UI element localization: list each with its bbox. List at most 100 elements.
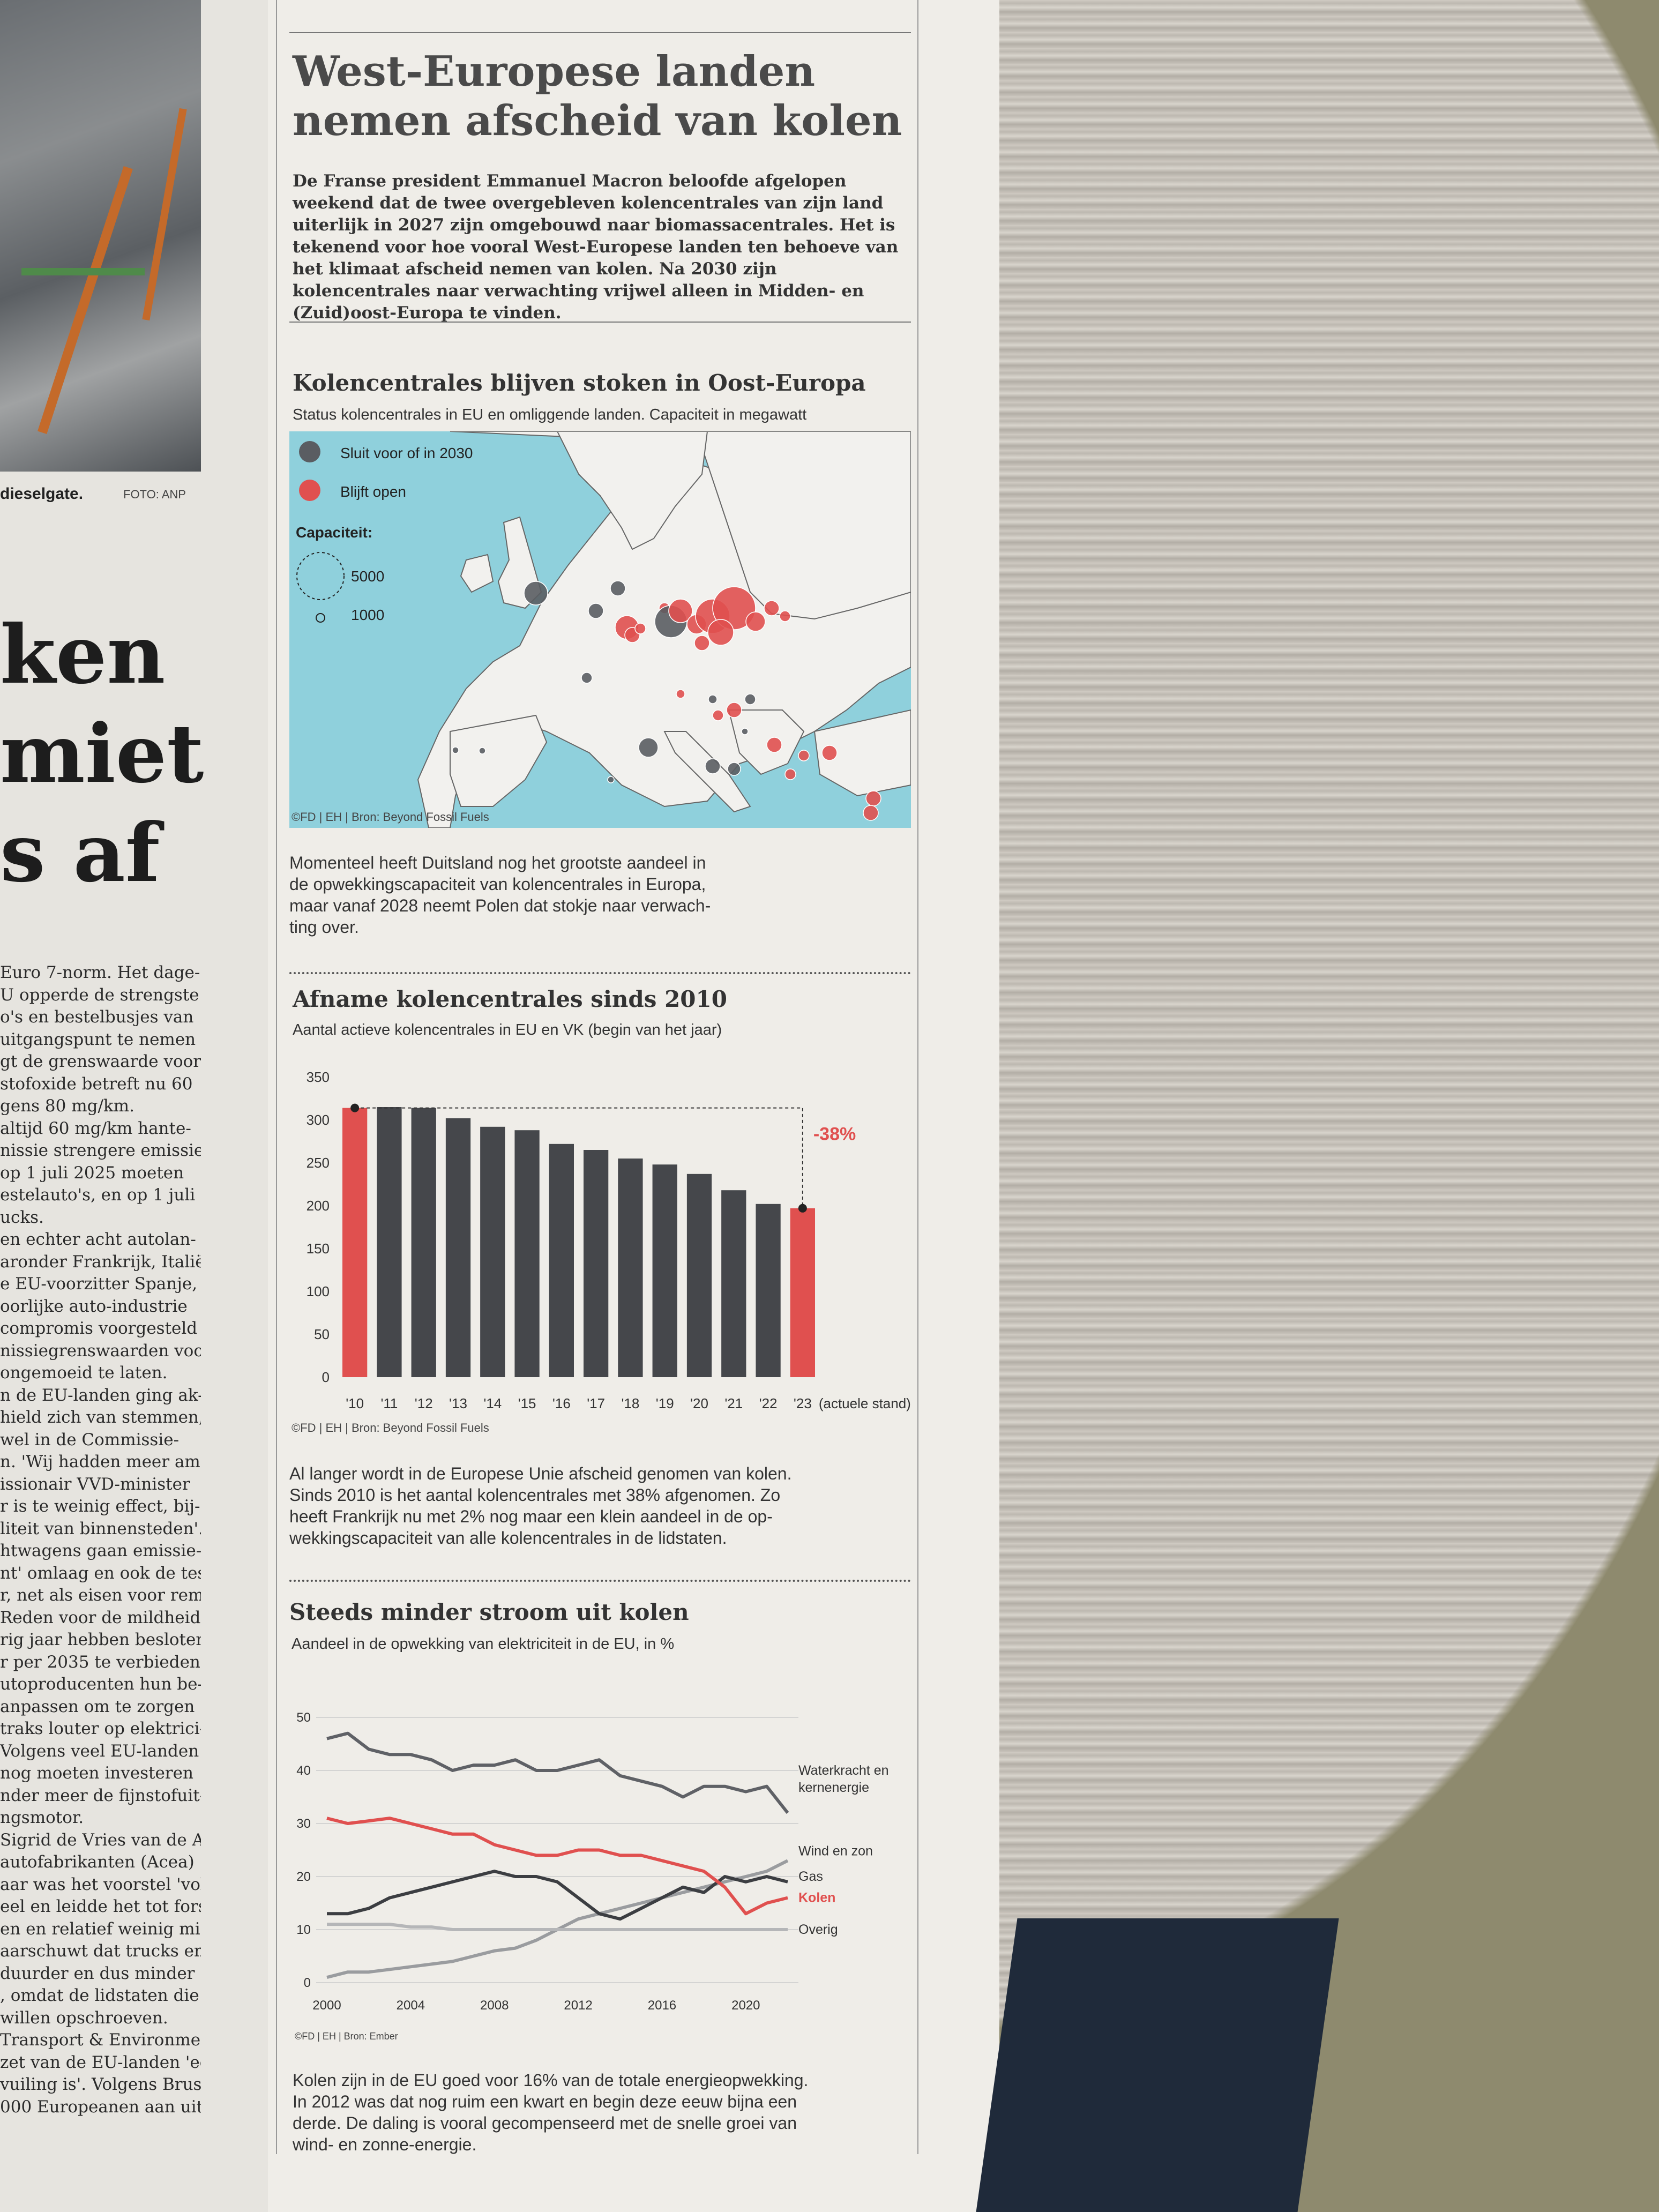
left-text-line: aarschuwt dat trucks en [0, 1941, 201, 1961]
bar [618, 1159, 643, 1377]
left-text-line: aronder Frankrijk, Italië [0, 1252, 201, 1272]
left-text-line: vuiling is'. Volgens Brus- [0, 2075, 201, 2094]
y-tick-label: 0 [322, 1369, 330, 1385]
end-marker [798, 1204, 807, 1213]
left-text-line: willen opschroeven. [0, 2008, 168, 2028]
legend-capacity-large-label: 5000 [351, 568, 385, 585]
left-text-line: issionair VVD-minister [0, 1474, 190, 1494]
map-dot-open [865, 790, 881, 806]
left-text-line: gt de grenswaarde voor [0, 1052, 201, 1071]
y-tick-label: 250 [307, 1155, 330, 1171]
map-dot-closing [588, 603, 604, 619]
left-text-line: ngsmotor. [0, 1808, 84, 1827]
x-tick-label: '22 [759, 1395, 778, 1411]
left-text-line: wel in de Commissie- [0, 1430, 180, 1449]
main-article: West-Europese landen nemen afscheid van … [284, 0, 922, 2212]
series-label: Kolen [798, 1890, 835, 1905]
y-tick-label: 40 [296, 1763, 311, 1778]
map-title: Kolencentrales blijven stoken in Oost-Eu… [293, 370, 866, 396]
map-dot-closing [727, 762, 741, 776]
map-body-text: Momenteel heeft Duitsland nog het groots… [289, 852, 711, 938]
left-text-line: compromis voorgesteld [0, 1319, 198, 1338]
y-tick-label: 20 [296, 1870, 311, 1884]
photo-caption: dieselgate. [0, 485, 84, 503]
left-headline-line: miet [0, 707, 204, 801]
series-label: Wind en zon [798, 1843, 873, 1858]
left-text-line: U opperde de strengste [0, 985, 199, 1005]
bar [652, 1164, 677, 1377]
series-line [326, 1817, 788, 1916]
bar-chart: 0 50 100 150 200 250 300 350 '10 '11 '12 '13 '14 '15 '… [307, 1069, 911, 1411]
series-label: Overig [798, 1922, 838, 1937]
legend-capacity-large [296, 552, 345, 600]
map-credit: ©FD | EH | Bron: Beyond Fossil Fuels [292, 810, 489, 824]
left-text-line: gens 80 mg/km. [0, 1096, 134, 1116]
body-line: Kolen zijn in de EU goed voor 16% van de… [293, 2071, 809, 2090]
left-headline-line: ken [0, 608, 166, 702]
legend-capacity-label: Capaciteit: [296, 524, 373, 541]
left-article-text: Euro 7-norm. Het dage- U opperde de stren… [0, 962, 201, 2118]
map-dot-open [634, 623, 646, 634]
bar-body-text: Al langer wordt in de Europese Unie afsc… [289, 1463, 791, 1549]
y-tick-label: 150 [307, 1240, 330, 1257]
x-tick-label: '15 [518, 1395, 536, 1411]
body-line: maar vanaf 2028 neemt Polen dat stokje n… [289, 896, 711, 915]
bar-chart-title: Afname kolencentrales sinds 2010 [293, 986, 727, 1012]
y-tick-label: 300 [307, 1112, 330, 1128]
legend-closing-dot [299, 441, 320, 462]
left-text-line: liteit van binnensteden'. [0, 1519, 201, 1538]
left-text-line: 000 Europeanen aan uit- [0, 2097, 201, 2117]
x-tick-label: 2004 [397, 1998, 425, 2013]
left-text-line: altijd 60 mg/km hante- [0, 1118, 191, 1138]
x-tick-label: '23 [794, 1395, 812, 1411]
map-dot-closing [524, 581, 548, 606]
legend-closing-label: Sluit voor of in 2030 [340, 445, 473, 461]
map-turkey [813, 709, 911, 797]
left-text-line: n de EU-landen ging ak- [0, 1385, 201, 1405]
series-line [326, 1731, 789, 1814]
article-title-line: nemen afscheid van kolen [293, 96, 902, 145]
body-line: Momenteel heeft Duitsland nog het groots… [289, 853, 706, 872]
body-line: derde. De daling is vooral gecompenseerd… [293, 2113, 797, 2133]
start-marker [350, 1103, 360, 1112]
x-tick-label: '19 [656, 1395, 674, 1411]
map-dot-open [712, 709, 724, 721]
newspaper-page: dieselgate. FOTO: ANP ken miet s af Euro… [0, 0, 999, 2212]
map-dot-open [766, 737, 782, 753]
map-dot-open [676, 689, 685, 699]
left-text-line: nog moeten investeren [0, 1763, 193, 1783]
left-text-line: r per 2035 te verbieden. [0, 1652, 201, 1672]
map-dot-open [784, 768, 796, 780]
y-tick-label: 10 [296, 1923, 311, 1937]
bar [377, 1107, 402, 1377]
map-dot-open [726, 702, 742, 718]
left-headline-line: s af [0, 806, 160, 900]
map-dot-closing [607, 776, 615, 783]
left-text-line: traks louter op elektrici- [0, 1719, 201, 1738]
x-tick-label: '13 [449, 1395, 467, 1411]
left-text-line: hield zich van stemmen, [0, 1408, 201, 1427]
left-text-line: anpassen om te zorgen [0, 1697, 195, 1716]
map-dot-open [764, 600, 780, 616]
x-tick-label: '20 [690, 1395, 708, 1411]
y-tick-label: 100 [307, 1283, 330, 1299]
dotted-rule [289, 1580, 911, 1582]
series-line [326, 1859, 789, 1979]
left-text-line: en en relatief weinig mi- [0, 1919, 201, 1939]
left-text-line: op 1 juli 2025 moeten [0, 1163, 184, 1183]
map-dot-closing [479, 747, 486, 754]
x-tick-label: 2000 [312, 1998, 341, 2013]
legend-capacity-small-label: 1000 [351, 607, 385, 623]
left-text-line: r is te weinig effect, bij- [0, 1497, 200, 1516]
y-tick-label: 50 [314, 1326, 330, 1342]
section-rule [289, 322, 911, 323]
bar [514, 1130, 540, 1377]
left-text-line: ucks. [0, 1207, 44, 1227]
x-tick-label: 2020 [731, 1998, 760, 2013]
y-tick-label: 350 [307, 1069, 330, 1085]
legend-capacity-small [316, 613, 325, 623]
series-line [327, 1923, 788, 1931]
map-dot-closing [741, 728, 749, 735]
left-text-line: Transport & Environment [0, 2030, 201, 2050]
map-dot-closing [452, 746, 459, 754]
